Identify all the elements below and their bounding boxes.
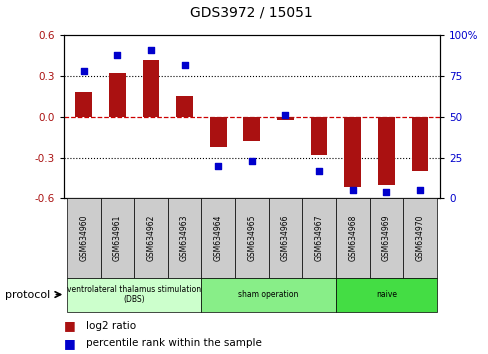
Bar [402,198,436,278]
Text: ■: ■ [63,319,75,332]
Bar [134,198,167,278]
Bar [310,117,327,155]
Text: GSM634963: GSM634963 [180,215,189,261]
Text: GSM634960: GSM634960 [79,215,88,261]
Bar [302,198,335,278]
Bar [101,198,134,278]
Point [382,189,389,195]
Bar [268,198,302,278]
Bar [201,198,235,278]
Bar [369,198,402,278]
Text: ventrolateral thalamus stimulation
(DBS): ventrolateral thalamus stimulation (DBS) [67,285,201,304]
Text: GSM634969: GSM634969 [381,215,390,261]
Bar [176,96,193,117]
Point [315,168,323,173]
Bar [209,117,226,147]
Bar [277,117,293,120]
Bar [109,73,125,117]
Point [281,112,289,118]
Text: GSM634967: GSM634967 [314,215,323,261]
Text: GSM634970: GSM634970 [415,215,424,261]
Text: protocol: protocol [5,290,50,299]
Bar [411,117,427,171]
Point [80,68,87,74]
Point [415,187,423,193]
Bar [335,278,436,312]
Point [147,47,155,53]
Bar [67,278,201,312]
Bar [243,117,260,141]
Point [180,62,188,68]
Bar [377,117,394,185]
Text: GSM634965: GSM634965 [247,215,256,261]
Bar [201,278,335,312]
Text: GDS3972 / 15051: GDS3972 / 15051 [190,5,313,19]
Text: log2 ratio: log2 ratio [85,321,136,331]
Bar [67,198,101,278]
Text: GSM634968: GSM634968 [347,215,356,261]
Point [247,158,255,164]
Bar [75,92,92,117]
Point [113,52,121,58]
Point [214,163,222,169]
Bar [344,117,360,187]
Text: naive: naive [375,290,396,299]
Text: percentile rank within the sample: percentile rank within the sample [85,338,261,348]
Text: GSM634961: GSM634961 [113,215,122,261]
Text: sham operation: sham operation [238,290,298,299]
Text: ■: ■ [63,337,75,350]
Bar [235,198,268,278]
Text: GSM634966: GSM634966 [281,215,289,261]
Text: GSM634962: GSM634962 [146,215,155,261]
Text: GSM634964: GSM634964 [213,215,222,261]
Bar [167,198,201,278]
Bar [142,60,159,117]
Point [348,187,356,193]
Bar [335,198,369,278]
